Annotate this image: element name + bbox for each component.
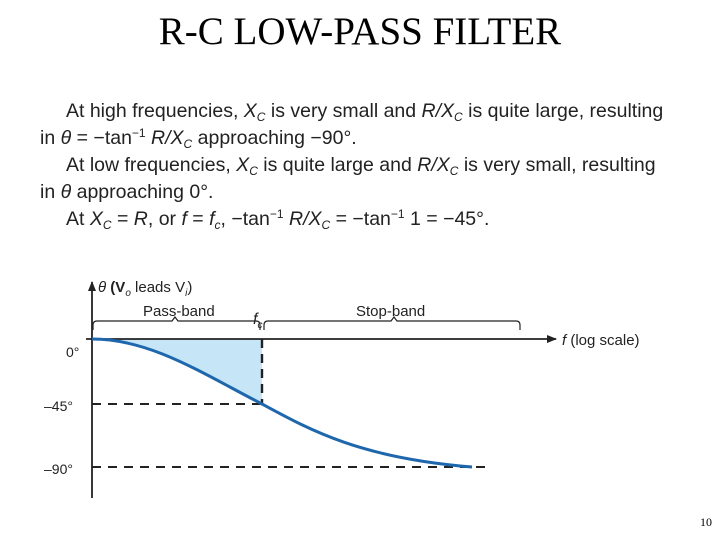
text-line-4: in θ approaching 0°. [40,181,214,203]
text-line-3: At low frequencies, XC is quite large an… [66,154,656,178]
y-axis-label: θ (Vo leads Vi) [98,279,192,299]
x-axis-label: f (log scale) [562,332,640,349]
text-line-2: in θ = −tan−1 R/XC approaching −90°. [40,126,357,151]
text-line-1: At high frequencies, XC is very small an… [66,100,664,124]
passband-label: Pass-band [143,303,215,320]
stopband-bracket [263,316,521,330]
page-number: 10 [700,515,712,529]
passband-shading [92,339,262,404]
slide-title: R-C LOW-PASS FILTER [158,10,562,53]
passband-bracket [92,316,261,330]
phase-curve [91,337,473,469]
cutoff-frequency-label: fc [253,311,262,331]
tick-label-0: 0° [66,344,79,360]
tick-label-minus90: –90° [44,461,73,477]
stopband-label: Stop-band [356,303,425,320]
text-line-5: At XC = R, or f = fc, −tan−1 R/XC = −tan… [66,207,490,232]
tick-label-minus45: –45° [44,398,73,414]
body-text: At high frequencies, XC is very small an… [40,98,700,233]
